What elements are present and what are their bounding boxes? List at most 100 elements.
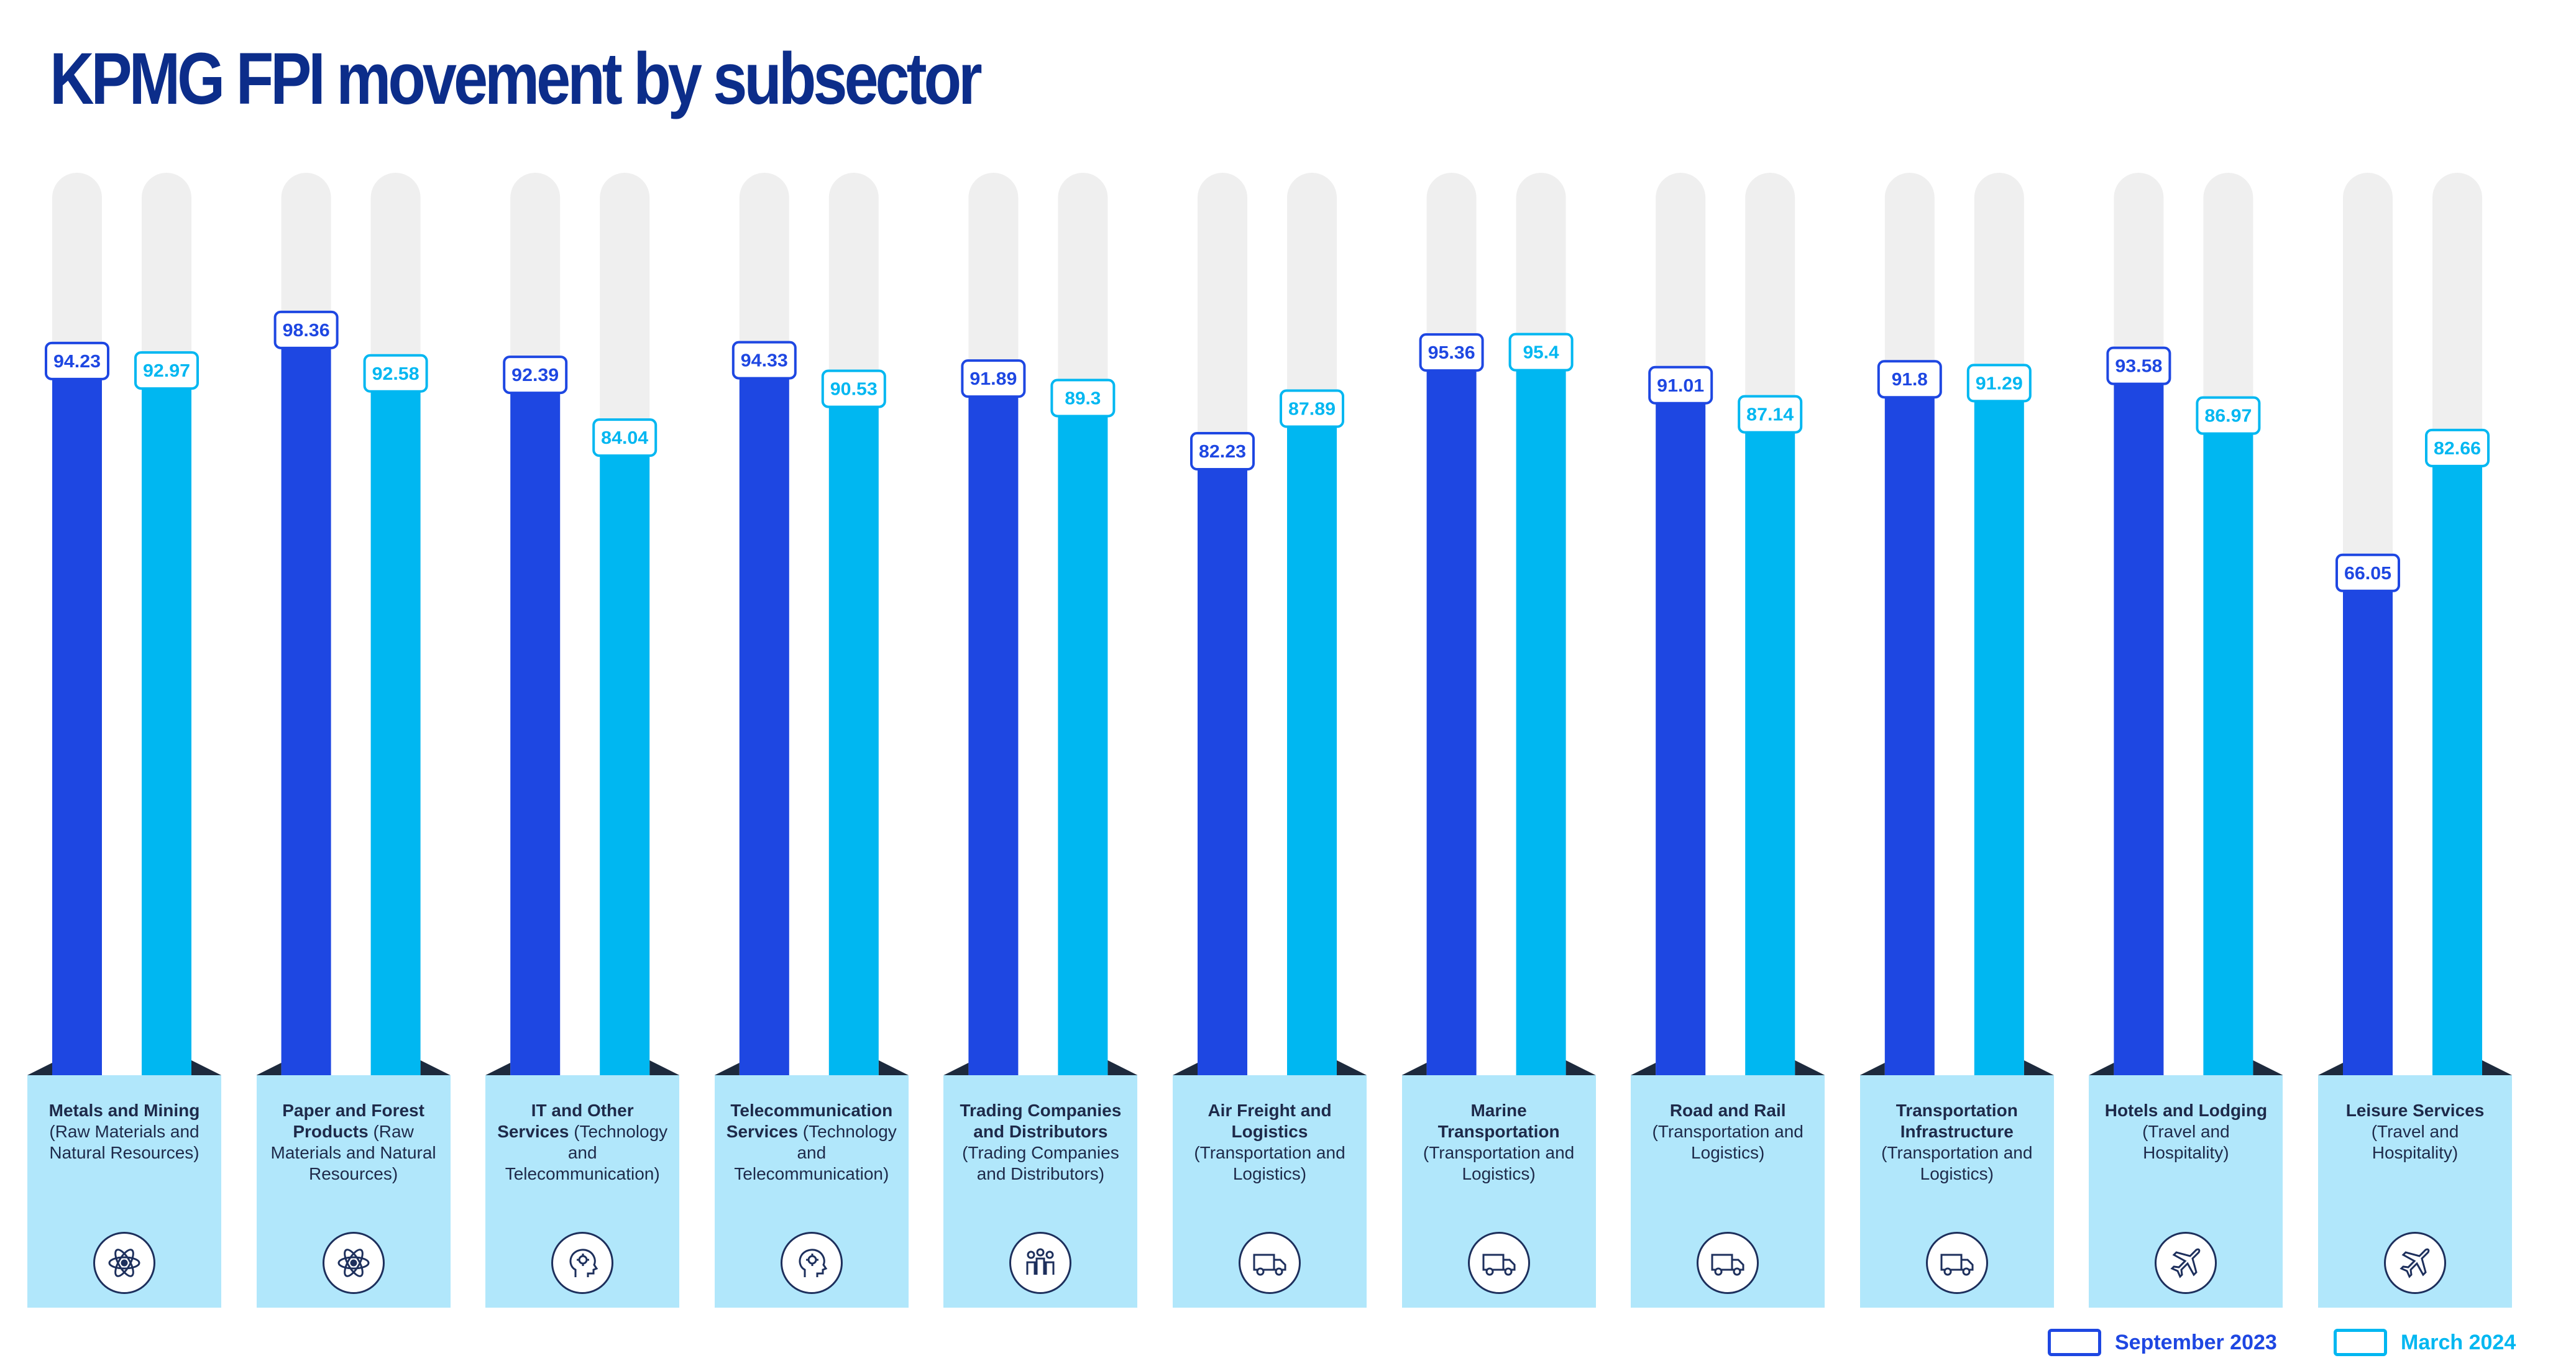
caption-trading-companies-and-distributors: Trading Companies and Distributors (Trad… xyxy=(943,1075,1138,1308)
value-box-sep-telecommunication-services xyxy=(731,341,797,380)
value-box-mar-hotels-and-lodging xyxy=(2196,396,2261,435)
value-label-mar-transportation-infrastructure: 91.29 xyxy=(1976,374,2023,393)
value-box-sep-hotels-and-lodging xyxy=(2106,346,2171,385)
tech-head-icon xyxy=(780,1232,843,1294)
legend-september-swatch xyxy=(2048,1329,2101,1356)
value-label-sep-paper-and-forest-products: 98.36 xyxy=(283,321,330,341)
caption-text: Paper and Forest Products (Raw Materials… xyxy=(265,1100,442,1185)
caption-text: Telecommunication Services (Technology a… xyxy=(723,1100,900,1185)
value-box-mar-it-and-other-services xyxy=(592,418,658,457)
subsector-sector: (Raw Materials and Natural Resources) xyxy=(49,1122,199,1162)
value-box-sep-trading-companies-and-distributors xyxy=(961,359,1026,398)
value-label-mar-metals-and-mining: 92.97 xyxy=(143,361,190,381)
bar-mar-road-and-rail xyxy=(1745,420,1795,1076)
subsector-name: Marine Transportation xyxy=(1437,1101,1560,1141)
legend-march: March 2024 xyxy=(2334,1327,2516,1358)
atom-icon xyxy=(322,1232,385,1294)
legend-march-swatch xyxy=(2334,1329,2387,1356)
value-label-mar-trading-companies-and-distributors: 89.3 xyxy=(1065,388,1101,408)
value-box-sep-air-freight-and-logistics xyxy=(1190,432,1255,471)
subsector-sector: (Transportation and Logistics) xyxy=(1881,1143,2033,1183)
bar-mar-marine-transportation xyxy=(1516,357,1566,1076)
caption-text: Transportation Infrastructure (Transport… xyxy=(1869,1100,2045,1185)
fold-right-telecommunication-services xyxy=(873,1058,909,1075)
value-label-mar-hotels-and-lodging: 86.97 xyxy=(2204,406,2252,426)
value-box-mar-telecommunication-services xyxy=(821,369,886,408)
subsector-sector: (Travel and Hospitality) xyxy=(2142,1122,2230,1162)
atom-icon xyxy=(93,1232,155,1294)
fold-right-metals-and-mining xyxy=(186,1058,221,1075)
bar-mar-metals-and-mining xyxy=(142,376,191,1075)
subsector-name: Trading Companies and Distributors xyxy=(960,1101,1122,1141)
bar-mar-leisure-services xyxy=(2432,453,2482,1075)
fold-right-trading-companies-and-distributors xyxy=(1102,1058,1138,1075)
subsector-sector: (Travel and Hospitality) xyxy=(2371,1122,2459,1162)
bar-sep-telecommunication-services xyxy=(739,365,789,1076)
bar-sep-metals-and-mining xyxy=(52,366,102,1075)
caption-transportation-infrastructure: Transportation Infrastructure (Transport… xyxy=(1859,1075,2054,1308)
value-box-sep-leisure-services xyxy=(2335,553,2400,592)
fold-right-it-and-other-services xyxy=(644,1058,680,1075)
value-label-mar-it-and-other-services: 84.04 xyxy=(601,428,648,448)
bar-mar-air-freight-and-logistics xyxy=(1287,414,1337,1075)
value-label-sep-telecommunication-services: 94.33 xyxy=(741,351,788,371)
value-label-mar-leisure-services: 82.66 xyxy=(2434,439,2481,459)
fold-right-hotels-and-lodging xyxy=(2248,1058,2283,1075)
value-box-sep-transportation-infrastructure xyxy=(1877,360,1942,399)
value-box-mar-road-and-rail xyxy=(1738,395,1803,434)
value-label-mar-marine-transportation: 95.4 xyxy=(1523,343,1559,363)
caption-air-freight-and-logistics: Air Freight and Logistics (Transportatio… xyxy=(1173,1075,1367,1308)
caption-text: IT and Other Services (Technology and Te… xyxy=(494,1100,671,1185)
caption-metals-and-mining: Metals and Mining (Raw Materials and Nat… xyxy=(27,1075,221,1308)
subsector-name: IT and Other Services xyxy=(497,1101,634,1141)
subsector-name: Leisure Services xyxy=(2345,1101,2485,1120)
subsector-sector: (Transportation and Logistics) xyxy=(1194,1143,1345,1183)
value-label-mar-telecommunication-services: 90.53 xyxy=(830,380,878,400)
bar-mar-transportation-infrastructure xyxy=(1974,388,2024,1075)
bar-sep-air-freight-and-logistics xyxy=(1198,457,1247,1075)
caption-road-and-rail: Road and Rail (Transportation and Logist… xyxy=(1631,1075,1825,1308)
caption-text: Hotels and Lodging (Travel and Hospitali… xyxy=(2097,1100,2274,1163)
caption-text: Trading Companies and Distributors (Trad… xyxy=(952,1100,1129,1185)
subsector-name: Transportation Infrastructure xyxy=(1895,1101,2018,1141)
bar-mar-trading-companies-and-distributors xyxy=(1058,403,1108,1075)
subsector-sector: (Transportation and Logistics) xyxy=(1652,1122,1804,1162)
bar-sep-it-and-other-services xyxy=(510,380,561,1075)
value-label-mar-road-and-rail: 87.14 xyxy=(1746,405,1794,425)
caption-text: Metals and Mining (Raw Materials and Nat… xyxy=(36,1100,213,1163)
fold-right-transportation-infrastructure xyxy=(2019,1058,2054,1075)
bar-mar-it-and-other-services xyxy=(600,443,650,1075)
value-box-mar-metals-and-mining xyxy=(134,351,199,390)
value-label-sep-leisure-services: 66.05 xyxy=(2344,564,2391,584)
value-label-sep-hotels-and-lodging: 93.58 xyxy=(2115,357,2162,377)
legend-september: September 2023 xyxy=(2048,1327,2277,1358)
bar-mar-hotels-and-lodging xyxy=(2203,421,2253,1075)
value-label-mar-air-freight-and-logistics: 87.89 xyxy=(1288,400,1336,420)
fold-right-road-and-rail xyxy=(1790,1058,1825,1075)
tech-head-icon xyxy=(551,1232,614,1294)
subsector-sector: (Trading Companies and Distributors) xyxy=(962,1143,1119,1183)
value-label-sep-metals-and-mining: 94.23 xyxy=(53,352,101,372)
value-box-sep-paper-and-forest-products xyxy=(273,310,339,349)
caption-telecommunication-services: Telecommunication Services (Technology a… xyxy=(714,1075,909,1308)
airplane-icon xyxy=(2384,1232,2446,1294)
value-label-sep-transportation-infrastructure: 91.8 xyxy=(1892,370,1928,390)
subsector-name: Road and Rail xyxy=(1669,1101,1786,1120)
legend-march-label: March 2024 xyxy=(2401,1330,2516,1354)
legend-september-label: September 2023 xyxy=(2115,1330,2277,1354)
subsector-sector: (Technology and Telecommunication) xyxy=(734,1122,897,1183)
caption-hotels-and-lodging: Hotels and Lodging (Travel and Hospitali… xyxy=(2089,1075,2283,1308)
subsector-sector: (Technology and Telecommunication) xyxy=(505,1122,668,1183)
bar-sep-transportation-infrastructure xyxy=(1884,385,1935,1075)
value-box-sep-marine-transportation xyxy=(1419,333,1484,372)
bar-sep-road-and-rail xyxy=(1656,390,1706,1075)
value-box-sep-road-and-rail xyxy=(1648,365,1713,405)
airplane-icon xyxy=(2155,1232,2217,1294)
value-label-sep-road-and-rail: 91.01 xyxy=(1657,376,1704,396)
subsector-name: Paper and Forest Products xyxy=(282,1101,424,1141)
fold-right-leisure-services xyxy=(2477,1058,2512,1075)
subsector-sector: (Transportation and Logistics) xyxy=(1423,1143,1575,1183)
value-box-mar-marine-transportation xyxy=(1508,333,1574,372)
bar-sep-marine-transportation xyxy=(1426,358,1477,1075)
